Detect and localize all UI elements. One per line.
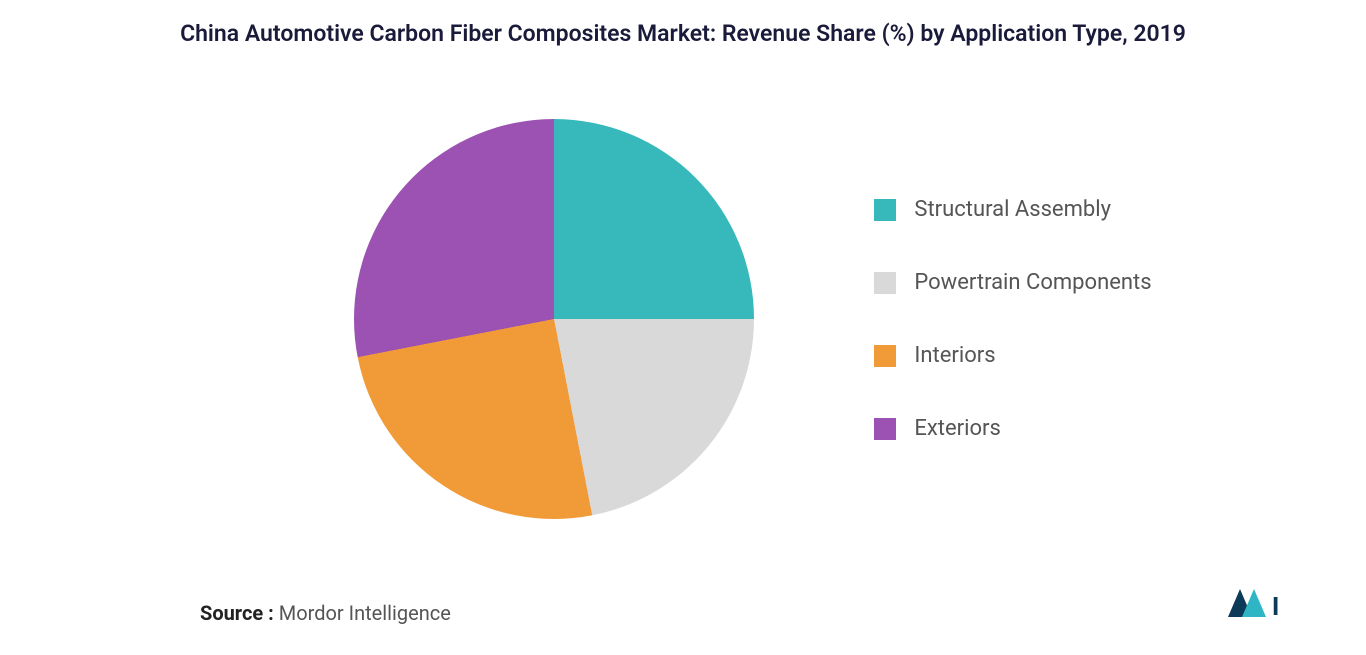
chart-title: China Automotive Carbon Fiber Composites… xyxy=(40,20,1326,47)
legend-swatch xyxy=(874,345,896,367)
logo-text: I xyxy=(1272,591,1279,621)
legend-swatch xyxy=(874,272,896,294)
footer: Source : Mordor Intelligence I xyxy=(40,581,1326,625)
chart-container: China Automotive Carbon Fiber Composites… xyxy=(0,0,1366,655)
legend-item: Powertrain Components xyxy=(874,270,1151,295)
legend-item: Structural Assembly xyxy=(874,197,1151,222)
legend-label: Structural Assembly xyxy=(914,197,1111,222)
source-text: Mordor Intelligence xyxy=(279,601,451,625)
legend: Structural Assembly Powertrain Components… xyxy=(874,197,1151,441)
legend-item: Interiors xyxy=(874,343,1151,368)
chart-row: Structural Assembly Powertrain Components… xyxy=(40,67,1326,571)
legend-label: Exteriors xyxy=(914,416,1000,441)
legend-swatch xyxy=(874,199,896,221)
brand-logo: I xyxy=(1226,581,1306,625)
legend-label: Interiors xyxy=(914,343,995,368)
legend-swatch xyxy=(874,418,896,440)
pie-chart xyxy=(354,119,754,519)
legend-label: Powertrain Components xyxy=(914,270,1151,295)
source-line: Source : Mordor Intelligence xyxy=(200,601,451,625)
source-prefix: Source : xyxy=(200,601,274,625)
pie-wrap xyxy=(354,119,754,519)
logo-bars-icon xyxy=(1228,589,1266,617)
legend-item: Exteriors xyxy=(874,416,1151,441)
